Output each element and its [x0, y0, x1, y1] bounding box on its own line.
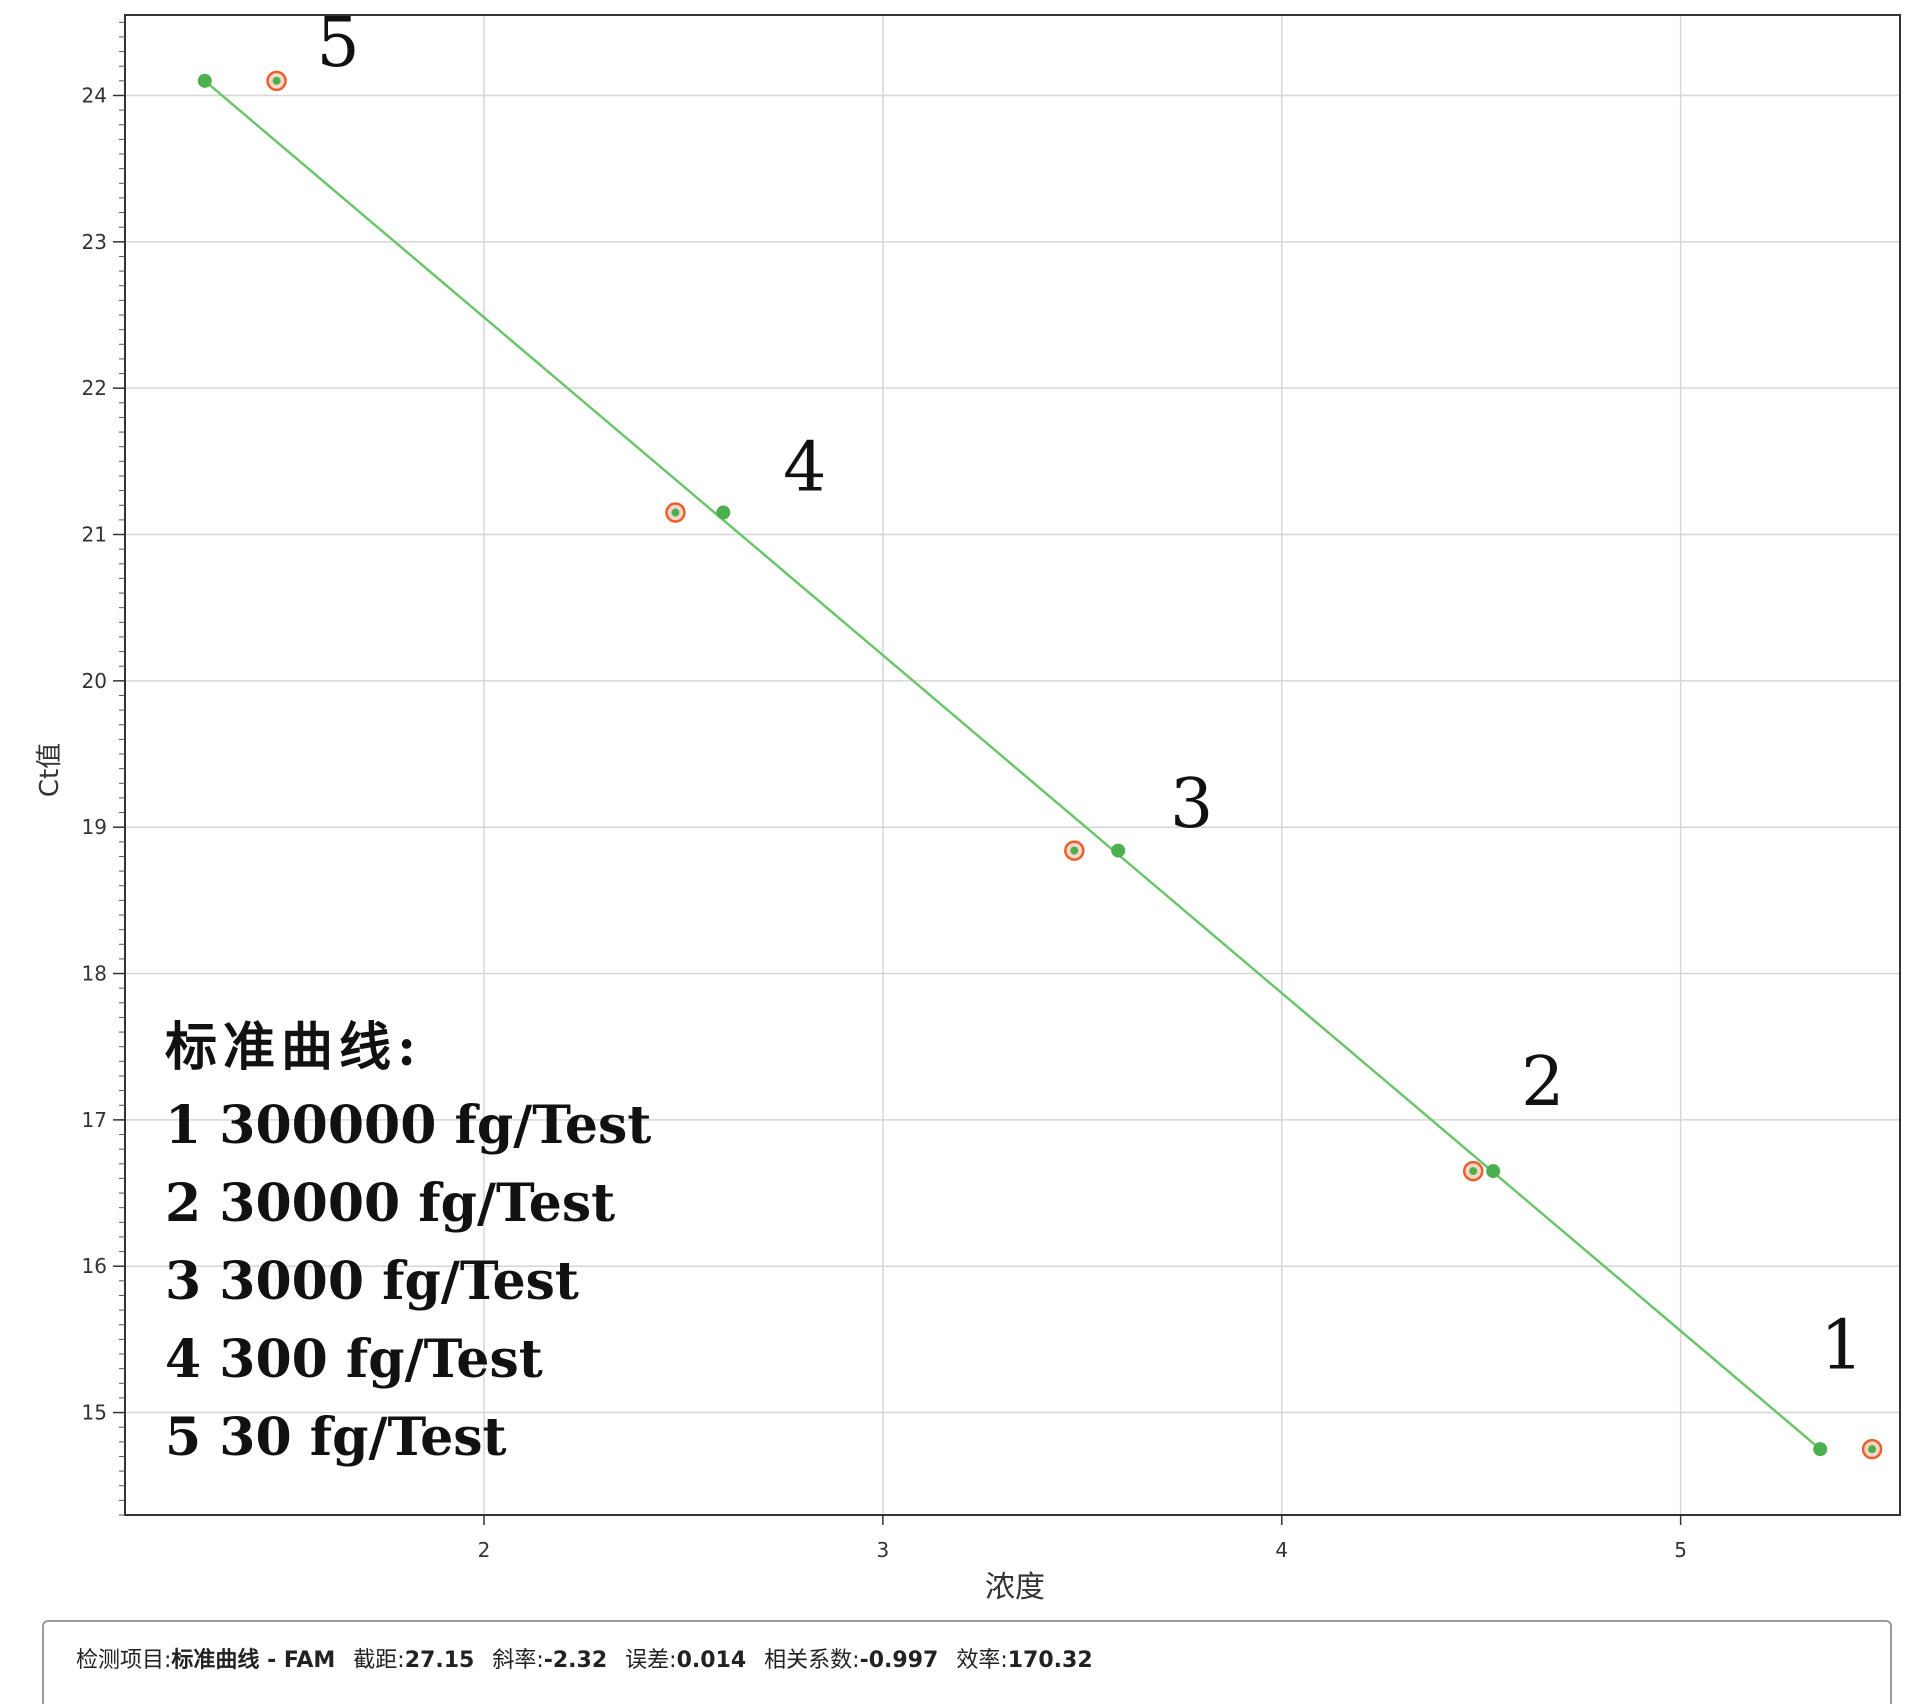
- slope-value: -2.32: [543, 1648, 608, 1673]
- fit-line: [203, 79, 1822, 1451]
- y-axis-ticks: 15 16 17 18 19 20 21 22 23 24: [82, 83, 125, 1425]
- x-tick-label: 5: [1674, 1538, 1687, 1562]
- y-tick-label: 22: [82, 376, 107, 400]
- point-number-label: 1: [1820, 1307, 1863, 1386]
- legend-item: 4 300 fg/Test: [165, 1329, 543, 1390]
- x-tick-label: 2: [478, 1538, 491, 1562]
- point-number-label: 5: [316, 4, 359, 83]
- intercept-label: 截距:: [353, 1648, 405, 1673]
- y-tick-label: 23: [82, 230, 107, 254]
- y-tick-label: 19: [82, 815, 107, 839]
- y-tick-label: 17: [82, 1108, 107, 1132]
- y-tick-label: 24: [82, 83, 107, 107]
- ring-point-center: [272, 76, 281, 85]
- legend-item: 2 30000 fg/Test: [165, 1173, 615, 1234]
- plot-frame: [124, 14, 1901, 1516]
- data-point: [716, 505, 731, 520]
- x-tick-label: 3: [876, 1538, 889, 1562]
- point-number-label: 4: [783, 429, 826, 508]
- correlation-value: -0.997: [859, 1648, 939, 1673]
- legend-item: 3 3000 fg/Test: [165, 1251, 579, 1312]
- point-number-label: 2: [1521, 1043, 1564, 1122]
- error-label: 误差:: [625, 1648, 677, 1673]
- y-axis-label: Ct值: [35, 743, 65, 797]
- y-tick-label: 15: [82, 1401, 107, 1425]
- data-point: [1111, 843, 1126, 858]
- y-tick-label: 20: [82, 669, 107, 693]
- slope-label: 斜率:: [492, 1648, 544, 1673]
- legend-item: 5 30 fg/Test: [165, 1407, 507, 1468]
- y-tick-label: 21: [82, 523, 107, 547]
- data-point: [197, 73, 212, 88]
- error-value: 0.014: [676, 1648, 747, 1673]
- curve-info-line: 检测项目:标准曲线 - FAM 截距:27.15 斜率:-2.32 误差:0.014 相…: [76, 1642, 1093, 1674]
- y-tick-label: 16: [82, 1254, 107, 1278]
- ring-point-center: [1469, 1167, 1478, 1176]
- correlation-label: 相关系数:: [764, 1648, 860, 1673]
- x-axis-ticks: 2 3 4 5: [478, 1515, 1687, 1562]
- legend-title: 标准曲线:: [165, 1017, 422, 1078]
- x-axis-label: 浓度: [985, 1570, 1045, 1605]
- x-tick-label: 4: [1275, 1538, 1288, 1562]
- ring-point-center: [1868, 1445, 1877, 1454]
- efficiency-label: 效率:: [956, 1648, 1008, 1673]
- data-point: [1813, 1442, 1828, 1457]
- point-number-label: 3: [1170, 765, 1213, 844]
- intercept-value: 27.15: [404, 1648, 475, 1673]
- curve-info-panel: 检测项目:标准曲线 - FAM 截距:27.15 斜率:-2.32 误差:0.014 相…: [42, 1620, 1892, 1704]
- point-labels: 1 2 3 4 5: [316, 4, 1863, 1385]
- ring-point-center: [671, 508, 680, 517]
- data-point: [1486, 1164, 1501, 1179]
- legend-item: 1 300000 fg/Test: [165, 1095, 651, 1156]
- item-label: 检测项目:: [76, 1648, 172, 1673]
- legend-items: 1 300000 fg/Test 2 30000 fg/Test 3 3000 fg…: [165, 1095, 651, 1468]
- item-value: 标准曲线 - FAM: [171, 1648, 336, 1673]
- grid-lines: [125, 15, 1900, 1515]
- efficiency-value: 170.32: [1007, 1648, 1093, 1673]
- data-points: [197, 70, 1883, 1460]
- legend: 标准曲线: 1 300000 fg/Test 2 30000 fg/Test 3 3…: [165, 1017, 651, 1468]
- y-tick-label: 18: [82, 962, 107, 986]
- ring-point-center: [1070, 846, 1079, 855]
